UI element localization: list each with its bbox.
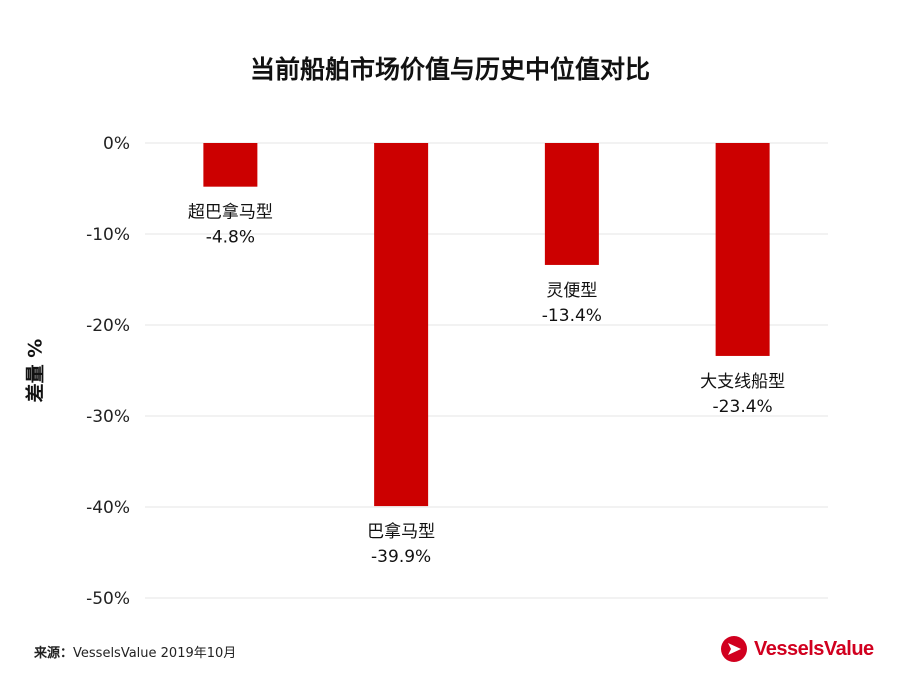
- brand-logo: VesselsValue: [720, 634, 874, 664]
- bar: [715, 143, 770, 356]
- brand-name: VesselsValue: [754, 637, 874, 660]
- y-tick-label: -20%: [86, 316, 130, 336]
- value-label: -23.4%: [713, 397, 773, 417]
- source-note: 来源：VesselsValue 2019年10月: [34, 642, 236, 661]
- value-label: -4.8%: [206, 228, 255, 248]
- logo-icon: [721, 636, 747, 662]
- y-tick-labels: 0% -10% -20% -30% -40% -50%: [86, 134, 130, 609]
- y-tick-label: -40%: [86, 498, 130, 518]
- y-tick-label: -10%: [86, 225, 130, 245]
- source-key: 来源：: [34, 646, 74, 661]
- y-tick-label: -30%: [86, 407, 130, 427]
- category-label: 超巴拿马型: [188, 202, 273, 223]
- value-label: -13.4%: [542, 306, 602, 326]
- y-tick-label: 0%: [103, 134, 130, 154]
- bar: [374, 143, 429, 507]
- bars: [203, 143, 770, 507]
- source-text: VesselsValue 2019年10月: [73, 646, 237, 661]
- chart-title: 当前船舶市场价值与历史中位值对比: [249, 55, 650, 84]
- category-label: 灵便型: [546, 281, 597, 301]
- category-label: 大支线船型: [700, 372, 785, 392]
- bar-labels: 超巴拿马型 -4.8% 巴拿马型 -39.9% 灵便型 -13.4% 大支线船型 -23.4%: [188, 202, 785, 567]
- bar: [203, 143, 258, 187]
- bar: [544, 143, 599, 265]
- category-label: 巴拿马型: [367, 521, 435, 542]
- gridlines: [145, 142, 828, 599]
- value-label: -39.9%: [371, 547, 431, 567]
- y-tick-label: -50%: [86, 589, 130, 609]
